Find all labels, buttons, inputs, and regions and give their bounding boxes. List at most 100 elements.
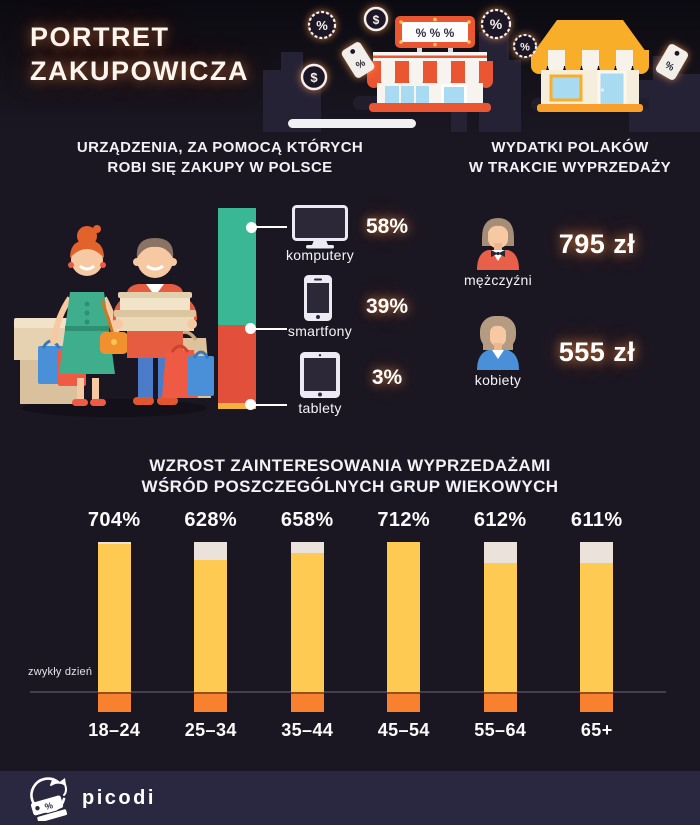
age-bar-category-label: 55–64 xyxy=(474,720,527,740)
orange-shop xyxy=(531,20,649,112)
spending-title-line2: W TRAKCIE WYPRZEDAŻY xyxy=(468,159,672,176)
age-bar-category-label: 65+ xyxy=(580,720,613,740)
price-tag-icon: % xyxy=(655,44,689,80)
callout-line-tablety xyxy=(251,404,287,406)
device-label-tablety: tablety xyxy=(298,400,342,416)
striped-awning xyxy=(367,61,493,88)
footer-bar: % picodi xyxy=(0,771,700,825)
age-bar-below-baseline xyxy=(483,692,517,712)
age-bar xyxy=(580,542,614,712)
age-bar-value-label: 712% xyxy=(377,509,431,531)
header-illustration: % % % xyxy=(263,6,700,132)
age-bar-cap xyxy=(580,542,614,563)
age-group-column: 658% 35–44 xyxy=(259,509,356,749)
svg-text:%: % xyxy=(490,16,503,32)
age-bar-fill xyxy=(483,563,517,692)
age-bar-value-label: 612% xyxy=(473,509,527,531)
devices-title-line1: URZĄDZENIA, ZA POMOCĄ KTÓRYCH xyxy=(76,139,364,156)
age-bar-cap xyxy=(194,542,228,560)
bar-segment-smartfony xyxy=(218,324,256,403)
age-bar-fill xyxy=(387,542,421,692)
age-bar xyxy=(194,542,228,712)
age-group-column: 612% 55–64 xyxy=(452,509,549,749)
page-title-line1: PORTRET xyxy=(30,22,170,52)
age-bar xyxy=(387,542,421,712)
age-group-column: 628% 25–34 xyxy=(163,509,260,749)
callout-dot-komputery xyxy=(246,222,257,233)
spending-title-line1: WYDATKI POLAKÓW xyxy=(491,139,649,156)
age-bar xyxy=(97,542,131,712)
age-chart-title-line1: WZROST ZAINTERESOWANIA WYPRZEDAŻAMI xyxy=(149,456,551,475)
callout-line-komputery xyxy=(252,226,287,228)
age-bar-fill xyxy=(97,544,131,692)
age-bar-category-label: 35–44 xyxy=(281,720,334,740)
age-bar-value-label: 628% xyxy=(184,509,238,531)
smartphone-icon xyxy=(304,275,332,321)
age-bar-fill xyxy=(580,563,614,692)
man-shopper xyxy=(112,238,198,405)
age-chart-title: WZROST ZAINTERESOWANIA WYPRZEDAŻAMI WŚRÓ… xyxy=(70,455,630,497)
age-bar xyxy=(290,542,324,712)
baseline-line xyxy=(30,691,666,693)
age-bar-fill xyxy=(290,553,324,692)
spending-section-title: WYDATKI POLAKÓW W TRAKCIE WYPRZEDAŻY xyxy=(445,138,695,178)
tablet-icon xyxy=(300,352,340,398)
logo-percent-glyph: % xyxy=(44,800,54,812)
age-bar-value-label: 611% xyxy=(570,509,623,531)
device-value-tablety: 3% xyxy=(371,366,403,389)
svg-text:$: $ xyxy=(310,70,318,85)
age-chart-title-line2: WŚRÓD POSZCZEGÓLNYCH GRUP WIEKOWYCH xyxy=(141,477,559,496)
baseline-label: zwykły dzień xyxy=(28,666,93,678)
spending-value-women: 555 zł xyxy=(558,337,636,367)
page-title-line2: ZAKUPOWICZA xyxy=(30,56,249,86)
dollar-coin-icon: $ xyxy=(300,63,328,91)
callout-line-smartfony xyxy=(251,328,287,330)
device-label-smartfony: smartfony xyxy=(287,323,353,339)
age-bar-category-label: 45–54 xyxy=(377,720,430,740)
devices-title-line2: ROBI SIĘ ZAKUPY W POLSCE xyxy=(107,159,333,176)
bar-segment-tablety xyxy=(218,402,256,409)
percent-badge-icon: % xyxy=(307,10,337,40)
spending-label-men: mężczyźni xyxy=(463,272,533,288)
woman-shopper xyxy=(50,225,128,406)
callout-dot-tablety xyxy=(245,399,256,410)
age-bar-below-baseline xyxy=(290,692,324,712)
age-group-column: 611% 65+ xyxy=(549,509,646,749)
price-tag-icon: % xyxy=(341,42,375,78)
percent-badge-icon: % xyxy=(513,34,537,58)
age-bar-below-baseline xyxy=(194,692,228,712)
age-bar-below-baseline xyxy=(387,692,421,712)
page-title: PORTRET ZAKUPOWICZA xyxy=(30,20,249,88)
age-bar-below-baseline xyxy=(97,692,131,712)
age-bar-cap xyxy=(97,542,131,544)
svg-text:%: % xyxy=(520,42,530,54)
device-value-smartfony: 39% xyxy=(365,295,409,318)
percent-badge-icon: % xyxy=(480,8,512,40)
shop-sign-text: % % % xyxy=(416,26,455,40)
spending-value-men: 795 zł xyxy=(558,229,636,259)
age-bar-value-label: 704% xyxy=(87,509,141,531)
device-value-komputery: 58% xyxy=(365,215,409,238)
age-bar-value-label: 658% xyxy=(280,509,334,531)
svg-text:%: % xyxy=(316,18,328,33)
red-shop: % % % xyxy=(367,16,493,112)
woman-avatar xyxy=(477,316,519,370)
spending-label-women: kobiety xyxy=(474,372,522,388)
age-bar xyxy=(483,542,517,712)
age-bar-fill xyxy=(194,560,228,692)
age-bar-category-label: 25–34 xyxy=(184,720,237,740)
street-highlight xyxy=(288,119,416,128)
brand-name: picodi xyxy=(82,786,156,809)
picodi-logo-icon: % xyxy=(30,777,69,821)
age-bar-cap xyxy=(483,542,517,563)
age-group-column: 712% 45–54 xyxy=(356,509,453,749)
dollar-coin-icon: $ xyxy=(363,6,389,32)
callout-dot-smartfony xyxy=(245,323,256,334)
devices-section-title: URZĄDZENIA, ZA POMOCĄ KTÓRYCH ROBI SIĘ Z… xyxy=(40,138,400,178)
age-groups-bar-chart: 704% 18–24 628% 25–34 658% 35–44 712% 45–54 612%… xyxy=(66,509,645,749)
desktop-computer-icon xyxy=(292,205,348,249)
svg-text:$: $ xyxy=(373,13,380,27)
age-bar-below-baseline xyxy=(580,692,614,712)
age-bar-cap xyxy=(290,542,324,553)
